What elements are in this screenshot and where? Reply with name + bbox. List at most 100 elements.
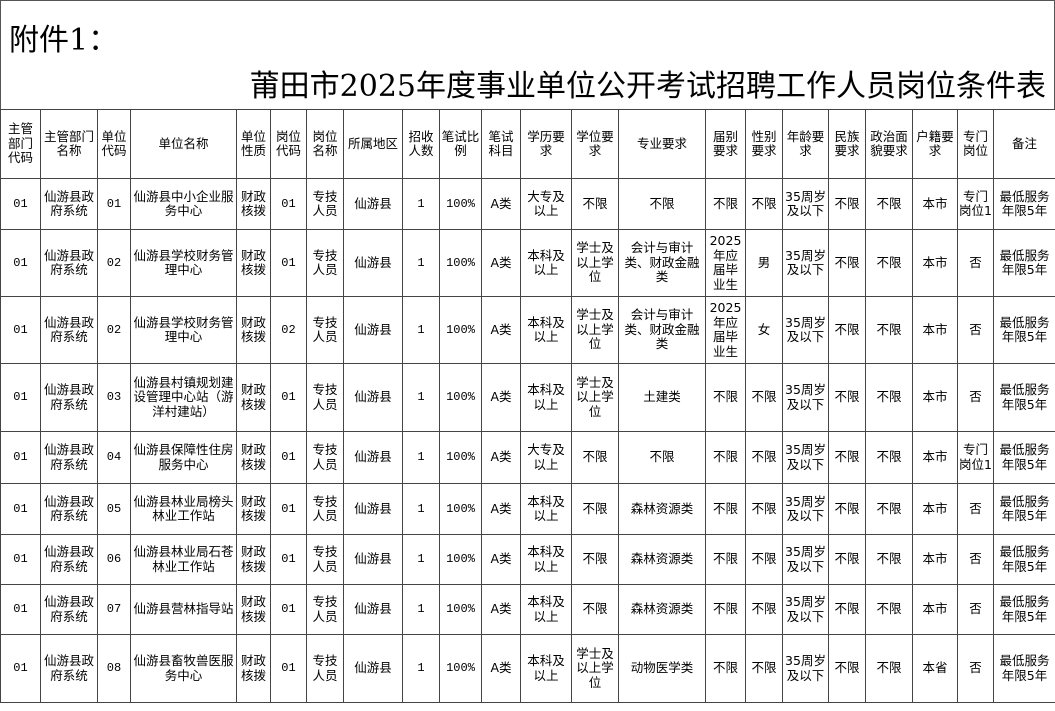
column-header: 学位要求 [571, 109, 619, 179]
table-row: 01 仙游县政府系统 03 仙游县村镇规划建设管理中心站（游洋村建站） 财政核拨 01 专技… [0, 363, 1055, 432]
table-cell: 不限 [571, 534, 619, 585]
table-cell: 01 [0, 431, 41, 484]
table-cell: 1 [402, 483, 440, 535]
table-cell: 100% [439, 584, 482, 635]
table-cell: 不限 [865, 634, 913, 703]
column-header: 主管部门名称 [40, 109, 98, 179]
table-cell: 1 [402, 584, 440, 635]
column-header: 政治面貌要求 [865, 109, 913, 179]
column-header: 年龄要求 [782, 109, 829, 179]
page-title: 莆田市2025年度事业单位公开考试招聘工作人员岗位条件表 [249, 69, 1046, 104]
table-cell: 最低服务年限5年 [993, 634, 1055, 703]
column-header: 岗位名称 [306, 109, 344, 179]
column-header: 民族要求 [828, 109, 866, 179]
table-cell: 森林资源类 [618, 584, 706, 635]
table-cell: 01 [0, 363, 41, 432]
table-cell: 02 [97, 229, 131, 297]
table-cell: 不限 [705, 534, 746, 585]
table-cell: 本省 [912, 634, 958, 703]
table-cell: 01 [97, 178, 131, 230]
table-cell: 不限 [571, 178, 619, 230]
table-cell: 不限 [745, 363, 783, 432]
table-cell: 仙游县 [343, 584, 403, 635]
table-cell: 不限 [865, 431, 913, 484]
table-cell: 大专及以上 [520, 178, 572, 230]
table-cell: 本市 [912, 483, 958, 535]
column-header: 笔试比例 [439, 109, 482, 179]
table-cell: 100% [439, 363, 482, 432]
table-cell: 仙游县林业局榜头林业工作站 [130, 483, 237, 535]
table-cell: 仙游县畜牧兽医服务中心 [130, 634, 237, 703]
table-cell: 不限 [865, 483, 913, 535]
table-cell: 01 [0, 229, 41, 297]
table-cell: 100% [439, 178, 482, 230]
table-cell: 最低服务年限5年 [993, 584, 1055, 635]
table-cell: 100% [439, 634, 482, 703]
document-header: 附件1： 莆田市2025年度事业单位公开考试招聘工作人员岗位条件表 [0, 0, 1055, 110]
attachment-label: 附件1： [9, 23, 119, 58]
table-cell: 1 [402, 534, 440, 585]
table-cell: 不限 [745, 431, 783, 484]
column-header: 届别要求 [705, 109, 746, 179]
table-cell: 仙游县学校财务管理中心 [130, 229, 237, 297]
table-cell: 森林资源类 [618, 483, 706, 535]
table-cell: 1 [402, 178, 440, 230]
table-cell: 35周岁及以下 [782, 584, 829, 635]
table-cell: 不限 [828, 534, 866, 585]
column-header: 笔试科目 [481, 109, 521, 179]
table-row: 01 仙游县政府系统 02 仙游县学校财务管理中心 财政核拨 01 专技人员 仙游县 1 100%… [0, 229, 1055, 297]
table-cell: 06 [97, 534, 131, 585]
table-cell: 专技人员 [306, 296, 344, 364]
table-cell: 财政核拨 [236, 584, 271, 635]
table-cell: 仙游县政府系统 [40, 534, 98, 585]
table-cell: 不限 [745, 178, 783, 230]
table-cell: 专技人员 [306, 534, 344, 585]
table-cell: A类 [481, 534, 521, 585]
table-cell: 不限 [828, 584, 866, 635]
table-cell: A类 [481, 363, 521, 432]
table-cell: 大专及以上 [520, 431, 572, 484]
column-header: 单位性质 [236, 109, 271, 179]
table-cell: 本市 [912, 296, 958, 364]
table-cell: 男 [745, 229, 783, 297]
table-cell: 专门岗位1 [957, 431, 994, 484]
table-cell: 专技人员 [306, 584, 344, 635]
table-cell: 不限 [865, 178, 913, 230]
table-cell: 专技人员 [306, 431, 344, 484]
table-cell: 仙游县政府系统 [40, 178, 98, 230]
table-cell: 100% [439, 296, 482, 364]
table-cell: 财政核拨 [236, 431, 271, 484]
table-cell: 不限 [828, 363, 866, 432]
table-cell: 不限 [828, 634, 866, 703]
table-cell: 不限 [828, 483, 866, 535]
table-cell: 35周岁及以下 [782, 431, 829, 484]
table-cell: 本市 [912, 178, 958, 230]
table-cell: 女 [745, 296, 783, 364]
table-cell: 01 [0, 296, 41, 364]
table-row: 01 仙游县政府系统 01 仙游县中小企业服务中心 财政核拨 01 专技人员 仙游县 1 100%… [0, 178, 1055, 230]
positions-table: 主管部门代码 主管部门名称 单位代码 单位名称 单位性质 岗位代码 岗位名称 所属地区 招收人数… [0, 109, 1055, 703]
table-cell: 不限 [705, 634, 746, 703]
table-cell: 35周岁及以下 [782, 363, 829, 432]
table-cell: 最低服务年限5年 [993, 534, 1055, 585]
table-cell: 专技人员 [306, 229, 344, 297]
table-cell: 01 [0, 634, 41, 703]
table-cell: 01 [270, 534, 307, 585]
table-cell: A类 [481, 296, 521, 364]
table-cell: 本科及以上 [520, 634, 572, 703]
table-cell: 2025年应届毕业生 [705, 296, 746, 364]
table-cell: 仙游县村镇规划建设管理中心站（游洋村建站） [130, 363, 237, 432]
table-cell: 01 [270, 483, 307, 535]
column-header: 专业要求 [618, 109, 706, 179]
table-cell: 最低服务年限5年 [993, 483, 1055, 535]
table-cell: 本科及以上 [520, 296, 572, 364]
table-cell: 1 [402, 296, 440, 364]
column-header: 备注 [993, 109, 1055, 179]
table-cell: 仙游县 [343, 229, 403, 297]
table-cell: 财政核拨 [236, 296, 271, 364]
table-cell: 不限 [745, 534, 783, 585]
table-cell: 35周岁及以下 [782, 178, 829, 230]
table-cell: 1 [402, 431, 440, 484]
table-cell: 01 [0, 584, 41, 635]
table-cell: 不限 [828, 431, 866, 484]
